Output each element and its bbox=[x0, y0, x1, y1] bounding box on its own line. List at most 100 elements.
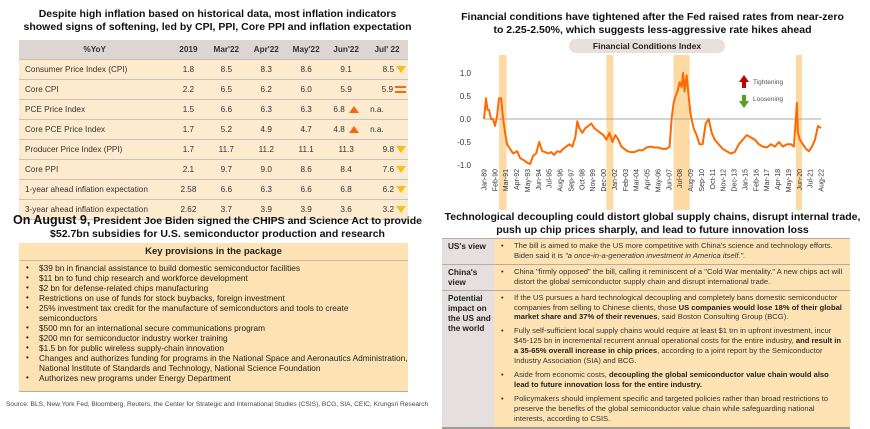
bullet-item: Fully self-sufficient local supply chain… bbox=[501, 326, 846, 366]
y-tick-label: -1.0 bbox=[457, 161, 471, 170]
row-label: Core PCE Price Index bbox=[19, 119, 171, 140]
cell-value: 1.7 bbox=[170, 139, 207, 160]
cell-latest: 6.2 bbox=[366, 179, 408, 200]
cell-value: 6.0 bbox=[286, 79, 327, 100]
cell-value: 11.1 bbox=[286, 139, 327, 160]
column-header: %YoY bbox=[19, 40, 171, 60]
column-header: Jun'22 bbox=[326, 40, 367, 60]
column-header: Jul' 22 bbox=[366, 40, 408, 60]
x-tick-label: Apr-92 bbox=[514, 169, 521, 190]
impact-table: US's view The bill is aimed to make the U… bbox=[442, 238, 850, 429]
x-tick-label: Sep-97 bbox=[568, 169, 575, 192]
y-tick-label: 0.0 bbox=[460, 115, 472, 124]
table-row: 1-year ahead inflation expectation 2.58 6.… bbox=[19, 179, 408, 200]
text-run: , said Boston Consulting Group (BCG). bbox=[657, 312, 789, 322]
cell-value: 11.7 bbox=[206, 139, 247, 160]
cell-latest: n.a. bbox=[366, 119, 408, 140]
cell-latest: n.a. bbox=[366, 99, 408, 120]
x-tick-label: Jan-89 bbox=[482, 169, 489, 191]
row-key: US's view bbox=[442, 239, 494, 264]
cell-value: 6.3 bbox=[246, 179, 287, 200]
title-line: push up chip prices sharply, and lead to… bbox=[496, 224, 809, 236]
row-key: China's view bbox=[442, 264, 494, 290]
table-row: Producer Price Index (PPI) 1.7 11.7 11.2 11.… bbox=[19, 139, 408, 160]
cell-value: 9.0 bbox=[246, 159, 287, 180]
row-content: The bill is aimed to make the US more co… bbox=[494, 239, 850, 264]
column-header: Mar'22 bbox=[206, 40, 247, 60]
x-tick-label: Jul-95 bbox=[547, 169, 554, 188]
row-content: If the US pursues a hard technological d… bbox=[494, 290, 850, 427]
cell-value: 5.9 bbox=[326, 79, 367, 100]
key-provisions-heading: Key provisions in the package bbox=[19, 243, 408, 261]
cell-value: 6.6 bbox=[286, 179, 327, 200]
cell-value: 1.5 bbox=[170, 99, 207, 120]
cell-value: 4.7 bbox=[286, 119, 327, 140]
list-item: $39 bn in financial assistance to build … bbox=[26, 263, 408, 273]
trend-down-icon bbox=[396, 206, 406, 214]
cell-value: 6.3 bbox=[286, 99, 327, 120]
fci-section-title: Financial conditions have tightened afte… bbox=[435, 11, 870, 37]
x-tick-label: Nov-99 bbox=[590, 169, 597, 192]
cell-value: 2.62 bbox=[170, 199, 207, 220]
cell-value: 4.8 bbox=[326, 119, 367, 140]
cell-value: 11.3 bbox=[326, 139, 367, 160]
cell-value: 3.6 bbox=[326, 199, 367, 220]
column-header: May'22 bbox=[286, 40, 327, 60]
cell-value: 1.8 bbox=[170, 59, 207, 80]
title-line: showed signs of softening, led by CPI, P… bbox=[23, 21, 412, 33]
row-label: 1-year ahead inflation expectation bbox=[19, 179, 171, 200]
x-tick-label: Feb-16 bbox=[753, 169, 760, 191]
trend-down-icon bbox=[396, 186, 406, 194]
text-run: Aside from economic costs, bbox=[514, 369, 609, 379]
cell-value: 6.3 bbox=[246, 99, 287, 120]
text-run: If the US pursues a hard technological d… bbox=[514, 292, 838, 312]
list-item: $2 bn for defense-related chips manufact… bbox=[26, 283, 408, 293]
title-text: President Joe Biden signed the CHIPS and… bbox=[90, 215, 422, 227]
row-label: 3-year ahead inflation expectation bbox=[19, 199, 171, 220]
x-tick-label: Jul-08 bbox=[677, 169, 684, 188]
trend-down-icon bbox=[396, 146, 406, 154]
title-line: Technological decoupling could distort g… bbox=[444, 211, 861, 223]
cell-value: 3.9 bbox=[286, 199, 327, 220]
bullet-item: Policymakers should implement specific a… bbox=[501, 393, 846, 424]
cell-value: 8.4 bbox=[326, 159, 367, 180]
text-run: decoupling the global semiconductor valu… bbox=[514, 369, 829, 389]
cell-value: 11.2 bbox=[246, 139, 287, 160]
cell-value: 2.2 bbox=[170, 79, 207, 100]
table-row: Consumer Price Index (CPI) 1.8 8.5 8.3 8.6 9.… bbox=[19, 59, 408, 80]
x-tick-label: Aug-22 bbox=[819, 169, 826, 192]
cell-value: 4.9 bbox=[246, 119, 287, 140]
x-tick-label: Jan-15 bbox=[742, 169, 749, 191]
cell-latest: 5.9 bbox=[366, 79, 408, 100]
cell-value: 8.6 bbox=[286, 59, 327, 80]
x-tick-label: Mar-17 bbox=[764, 169, 771, 191]
table-row: US's view The bill is aimed to make the U… bbox=[442, 239, 850, 265]
title-line: to 2.25-2.50%, which suggests less-aggre… bbox=[493, 24, 812, 36]
cell-value: 3.7 bbox=[206, 199, 247, 220]
cell-value: 9.7 bbox=[206, 159, 247, 180]
cell-latest: 9.8 bbox=[366, 139, 408, 160]
source-note: Source: BLS, New York Fed, Bloomberg, Re… bbox=[6, 401, 429, 408]
x-tick-label: Nov-12 bbox=[721, 169, 728, 192]
table-row: Core PPI 2.1 9.7 9.0 8.6 8.4 7.6 bbox=[19, 159, 408, 180]
chips-act-title: On August 9, President Joe Biden signed … bbox=[0, 214, 435, 241]
inflation-table: %YoY 2019 Mar'22 Apr'22 May'22 Jun'22 Jul' 22 … bbox=[19, 40, 408, 220]
date-highlight: On August 9, bbox=[13, 213, 91, 227]
trend-up-icon bbox=[348, 106, 359, 114]
cell-value: 1.7 bbox=[170, 119, 207, 140]
recession-band bbox=[499, 55, 507, 210]
cell-value: 8.3 bbox=[246, 59, 287, 80]
title-line: $52.7bn subsidies for U.S. semiconductor… bbox=[50, 228, 385, 240]
list-item: $500 mn for an international secure comm… bbox=[26, 323, 408, 333]
x-tick-label: Jan-02 bbox=[612, 169, 619, 191]
cell-value: 6.5 bbox=[206, 79, 247, 100]
trend-up-icon bbox=[348, 126, 359, 134]
text-run: Policymakers should implement specific a… bbox=[514, 393, 829, 423]
text-run: China "firmly opposed" the bill, calling… bbox=[514, 266, 843, 286]
key-provisions-box: Key provisions in the package $39 bn in … bbox=[19, 243, 408, 392]
list-item: $11 bn to fund chip research and workfor… bbox=[26, 273, 408, 283]
cell-value: 6.8 bbox=[326, 99, 367, 120]
column-header: Apr'22 bbox=[246, 40, 287, 60]
cell-value: 2.58 bbox=[170, 179, 207, 200]
x-tick-label: Dec-13 bbox=[732, 169, 739, 192]
